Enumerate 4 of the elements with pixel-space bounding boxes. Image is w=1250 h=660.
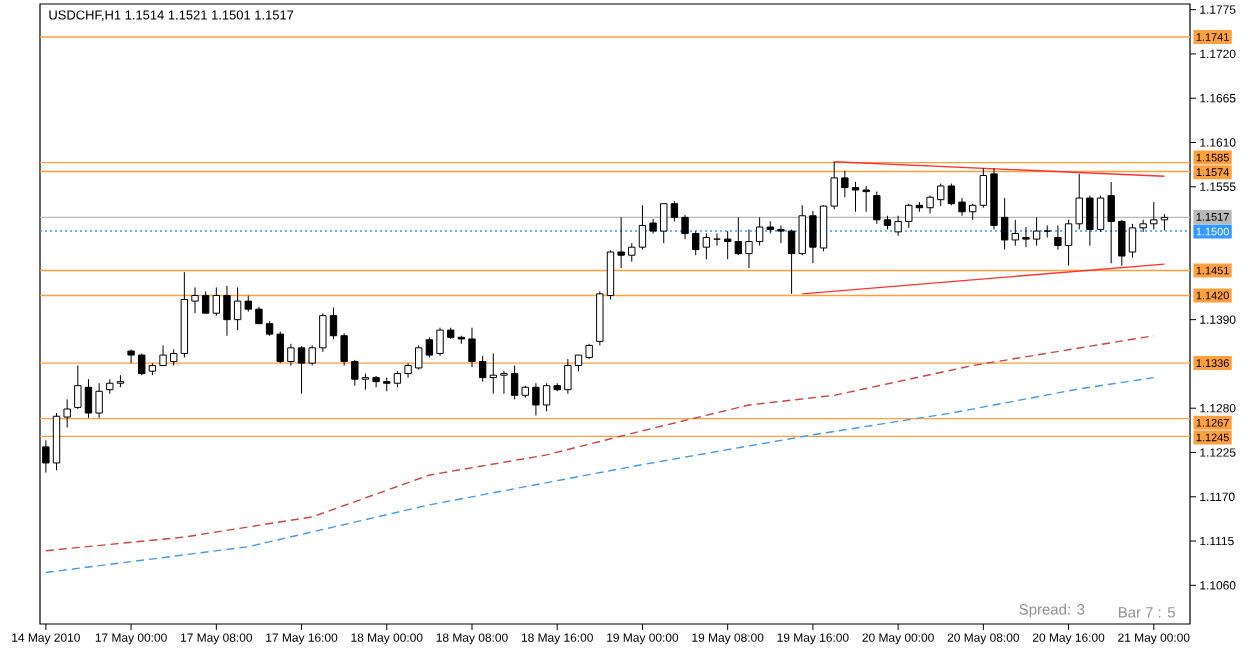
line-series: [45, 376, 1155, 574]
line-series: [45, 335, 1155, 552]
candlestick: [713, 232, 721, 247]
candlestick: [1043, 224, 1051, 239]
